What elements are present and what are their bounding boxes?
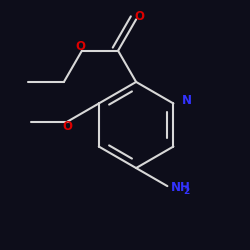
Text: O: O (76, 40, 86, 53)
Text: N: N (182, 94, 192, 107)
Text: NH: NH (171, 181, 190, 194)
Text: O: O (134, 10, 144, 23)
Text: O: O (62, 120, 72, 133)
Text: 2: 2 (184, 186, 190, 196)
